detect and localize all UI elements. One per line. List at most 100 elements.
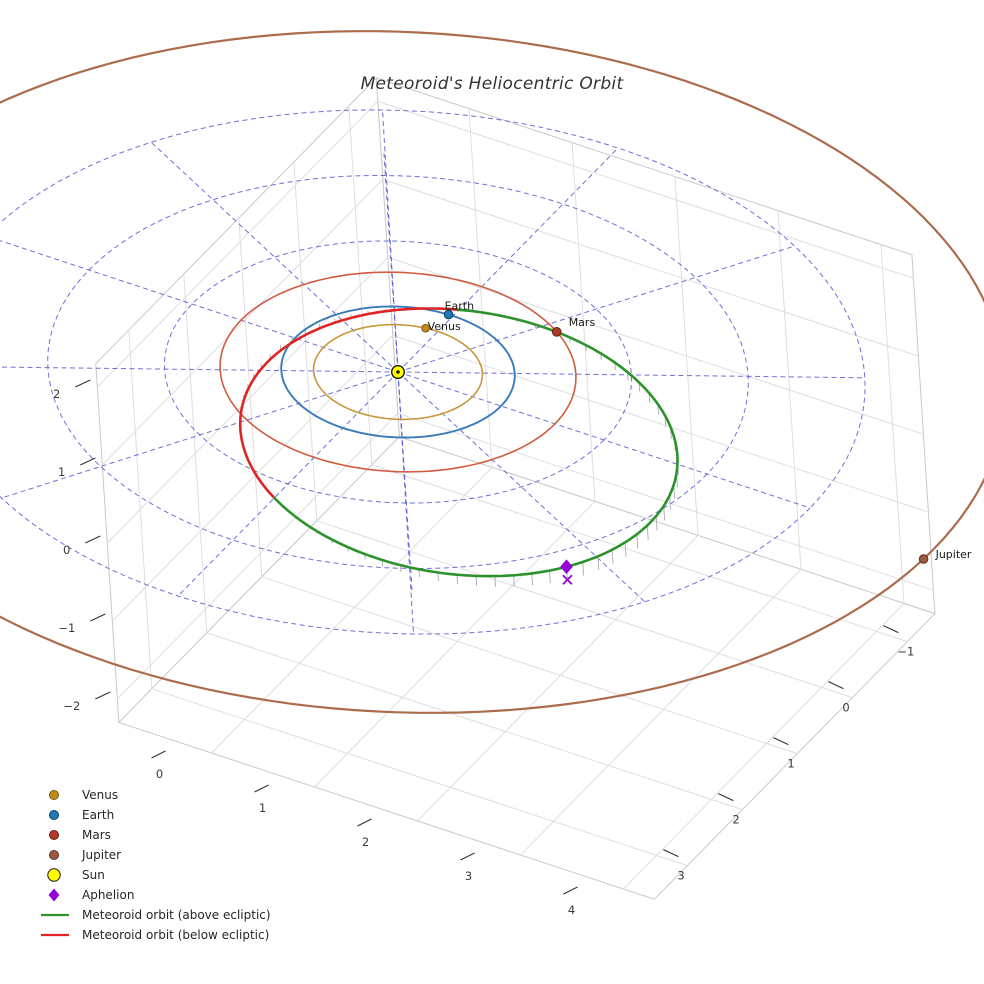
drop-line	[597, 556, 600, 571]
meteoroid-orbit-above	[273, 496, 568, 578]
jupiter-label: Jupiter	[935, 548, 972, 561]
drop-line	[456, 574, 459, 585]
ecliptic-spoke	[0, 240, 399, 373]
ecliptic-spoke	[397, 371, 414, 635]
earth-marker	[443, 309, 454, 320]
legend-item-sun: Sun	[40, 865, 271, 885]
legend-marker-mars-icon	[49, 830, 59, 840]
legend-item-earth: Earth	[40, 805, 271, 825]
legend-marker-earth-icon	[49, 810, 59, 820]
ecliptic-spoke	[0, 366, 399, 373]
z-tick-label: 0	[63, 543, 70, 557]
y-tick-label: 0	[842, 701, 849, 715]
legend-item-aphelion: Aphelion	[40, 885, 271, 905]
x-tick-label: 2	[362, 835, 369, 849]
drop-line	[624, 542, 627, 557]
legend-item-jupiter: Jupiter	[40, 845, 271, 865]
floor-pane	[117, 436, 936, 900]
earth-orbit	[280, 305, 516, 439]
drop-line	[582, 561, 585, 576]
grid-line	[520, 569, 802, 856]
mars-orbit	[219, 271, 577, 473]
legend-marker-jupiter-icon	[49, 850, 59, 860]
y-tick-label: 2	[732, 813, 739, 827]
ecliptic-spoke	[397, 371, 811, 509]
planet-orbits	[0, 30, 984, 714]
tick-mark	[151, 750, 166, 759]
tick-mark	[75, 379, 91, 388]
sun-core	[396, 370, 400, 374]
grid-line	[371, 464, 908, 643]
ecliptic-polar-axis	[383, 153, 413, 591]
legend: Venus Earth Mars Jupiter Sun Aphelion Meteoroi…	[40, 785, 271, 945]
drop-line	[475, 575, 478, 587]
grid-line	[417, 535, 699, 822]
drop-line	[531, 573, 534, 586]
pane-grid	[96, 100, 934, 890]
tick-mark	[718, 793, 734, 802]
y-tick-label: −1	[897, 645, 914, 659]
ecliptic-spoke	[397, 147, 619, 373]
tick-mark	[773, 737, 789, 746]
legend-label-orbit-below: Meteoroid orbit (below ecliptic)	[82, 928, 270, 942]
grid-line	[377, 100, 914, 279]
grid-line	[623, 603, 905, 890]
drop-line	[437, 572, 439, 582]
tick-mark	[80, 457, 96, 466]
grid-line	[387, 256, 924, 435]
mars-marker	[551, 327, 562, 337]
ecliptic-spoke	[397, 371, 646, 603]
legend-marker-venus-icon	[49, 790, 59, 800]
markers: Venus Earth Mars Jupiter	[391, 300, 972, 585]
grid-line	[392, 334, 929, 513]
drop-line	[646, 525, 649, 541]
grid-line	[151, 688, 688, 867]
aphelion-ground-marker	[562, 574, 573, 585]
x-tick-label: 3	[465, 869, 472, 883]
tick-mark	[85, 535, 101, 544]
ecliptic-circle-4au	[0, 109, 866, 635]
y-tick-label: 3	[677, 869, 684, 883]
grid-line	[116, 413, 399, 700]
meteoroid-orbit	[238, 307, 679, 578]
drop-line	[636, 534, 639, 549]
grid-line	[111, 335, 394, 622]
y-tick-label: 1	[787, 757, 794, 771]
legend-marker-aphelion-icon	[48, 888, 60, 902]
ecliptic-spoke	[397, 245, 795, 373]
grid-line	[314, 501, 596, 788]
legend-label-mars: Mars	[82, 828, 111, 842]
aphelion-marker	[560, 559, 573, 574]
legend-label-venus: Venus	[82, 788, 119, 802]
tick-mark	[460, 852, 475, 861]
jupiter-marker	[918, 554, 929, 564]
z-tick-label: 1	[58, 465, 65, 479]
x-tick-label: 4	[568, 903, 575, 917]
jupiter-orbit	[0, 30, 984, 714]
tick-mark	[90, 613, 106, 622]
legend-label-earth: Earth	[82, 808, 115, 822]
drop-line	[611, 549, 614, 564]
legend-marker-orbit-below-icon	[41, 933, 69, 937]
axis-ticks: 0 1 2 3 4 −1 0 1 2 3 −2 −1 0 1 2	[53, 379, 914, 917]
drop-line	[655, 515, 658, 531]
grid-line	[316, 520, 853, 699]
legend-label-orbit-above: Meteoroid orbit (above ecliptic)	[82, 908, 271, 922]
drop-line	[549, 570, 551, 584]
legend-label-jupiter: Jupiter	[82, 848, 122, 862]
z-tick-label: 2	[53, 387, 60, 401]
venus-marker	[421, 323, 430, 333]
legend-marker-sun-icon	[47, 868, 61, 882]
drop-line	[663, 505, 666, 521]
venus-label: Venus	[428, 320, 461, 333]
earth-label: Earth	[445, 300, 475, 313]
ecliptic-spoke	[177, 371, 399, 597]
tick-mark	[828, 681, 844, 690]
legend-item-orbit-above: Meteoroid orbit (above ecliptic)	[40, 905, 271, 925]
ecliptic-spoke	[1, 371, 399, 499]
z-tick-label: −2	[63, 699, 80, 713]
meteoroid-orbit-below	[238, 307, 461, 500]
drop-line	[513, 575, 515, 587]
